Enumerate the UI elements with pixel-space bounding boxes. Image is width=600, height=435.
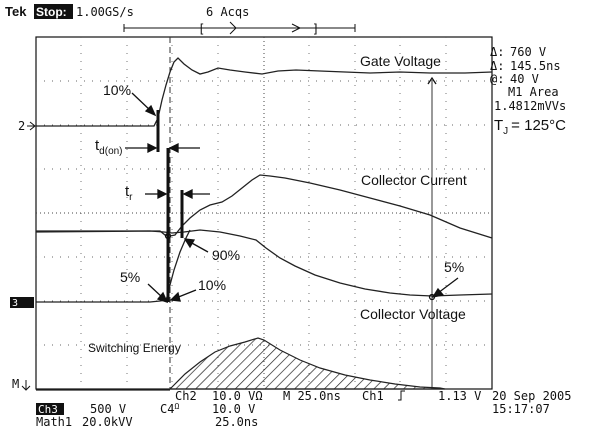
td-on-label: td(on) xyxy=(95,137,123,157)
sample-rate-readout: 1.00GS/s xyxy=(76,5,134,19)
timebase-readout: M 25.0ns xyxy=(283,389,341,403)
ch3-marker-label: 3 xyxy=(12,298,18,309)
annotation-arrows xyxy=(125,76,459,304)
switching-energy-area xyxy=(168,337,446,390)
at-readout: 40 V xyxy=(510,72,539,86)
run-state-badge xyxy=(34,4,73,19)
current-90pct-label: 90% xyxy=(212,247,240,263)
ch3-footer-badge xyxy=(36,403,64,415)
ch3-footer-label: Ch3 xyxy=(38,403,58,416)
math-scale-readout: 20.0kVV xyxy=(82,415,133,429)
ch3-marker-badge xyxy=(10,297,34,308)
record-ticks xyxy=(123,24,356,32)
right-bracket-icon: ] xyxy=(312,22,319,36)
rising-edge-icon xyxy=(398,390,405,401)
trigger-position-icon xyxy=(229,21,250,35)
delta-t-icon: Δ: xyxy=(490,59,504,73)
delta-v-icon: Δ: xyxy=(490,45,504,59)
collector-current-trace xyxy=(36,174,493,239)
brand-label: Tek xyxy=(5,4,27,19)
junction-temperature: TJ = 125°C xyxy=(494,117,566,137)
c4-footer-label: C4Ω xyxy=(160,402,179,416)
left-bracket-icon: [ xyxy=(198,22,205,36)
timing-bars xyxy=(156,110,184,302)
math-marker-label: M xyxy=(12,377,19,391)
math-time-readout: 25.0ns xyxy=(215,415,258,429)
channel-markers: 2 3 M xyxy=(10,119,36,391)
gate-voltage-label: Gate Voltage xyxy=(360,53,441,69)
area-readout: 1.4812mVVs xyxy=(494,99,566,113)
graticule-center-axes xyxy=(36,37,492,389)
delta-v-readout: 760 V xyxy=(510,45,546,59)
ch2-scale-readout: 10.0 VΩ xyxy=(212,389,263,403)
trigger-source-readout: Ch1 xyxy=(362,389,384,403)
annotation-labels: Gate Voltage Collector Current Collector… xyxy=(88,53,467,355)
ch2-marker-arrow-icon xyxy=(27,121,36,131)
math-footer-label: Math1 xyxy=(36,415,72,429)
collector-voltage-label: Collector Voltage xyxy=(360,306,466,322)
ch2-footer-label: Ch2 xyxy=(175,389,197,403)
at-icon: @: xyxy=(490,72,504,86)
header-bar: Tek Stop: 1.00GS/s 6 Acqs [ ] xyxy=(5,4,356,36)
trigger-level-readout: 1.13 V xyxy=(438,389,481,403)
trigger-arrow-icon xyxy=(291,23,302,33)
footer-readouts: Ch2 10.0 VΩ M 25.0ns Ch1 1.13 V 20 Sep 2… xyxy=(36,389,571,429)
tr-label: tr xyxy=(125,183,133,203)
collector-voltage-decay-trace xyxy=(35,229,493,297)
current-5pct-label: 5% xyxy=(120,269,140,285)
run-state-text: Stop: xyxy=(36,5,67,19)
c4-scale-readout: 10.0 V xyxy=(212,402,255,416)
gate-voltage-trace xyxy=(36,57,493,127)
gate-10pct-label: 10% xyxy=(103,82,131,98)
math-marker-arrow-icon xyxy=(21,380,31,391)
time-readout: 15:17:07 xyxy=(492,402,550,416)
voltage-5pct-label: 5% xyxy=(444,259,464,275)
ch3-scale-readout: 500 V xyxy=(90,402,126,416)
ch2-marker-label: 2 xyxy=(18,119,25,133)
graticule xyxy=(35,36,493,390)
switching-energy-label: Switching Energy xyxy=(88,341,181,355)
delta-t-readout: 145.5ns xyxy=(510,59,561,73)
area-label: M1 Area xyxy=(508,85,559,99)
measurement-panel: Δ: 760 V Δ: 145.5ns @: 40 V M1 Area 1.48… xyxy=(490,45,566,137)
date-readout: 20 Sep 2005 xyxy=(492,389,571,403)
current-10pct-label: 10% xyxy=(198,277,226,293)
acquisition-count: 6 Acqs xyxy=(206,5,249,19)
collector-current-label: Collector Current xyxy=(361,172,467,188)
